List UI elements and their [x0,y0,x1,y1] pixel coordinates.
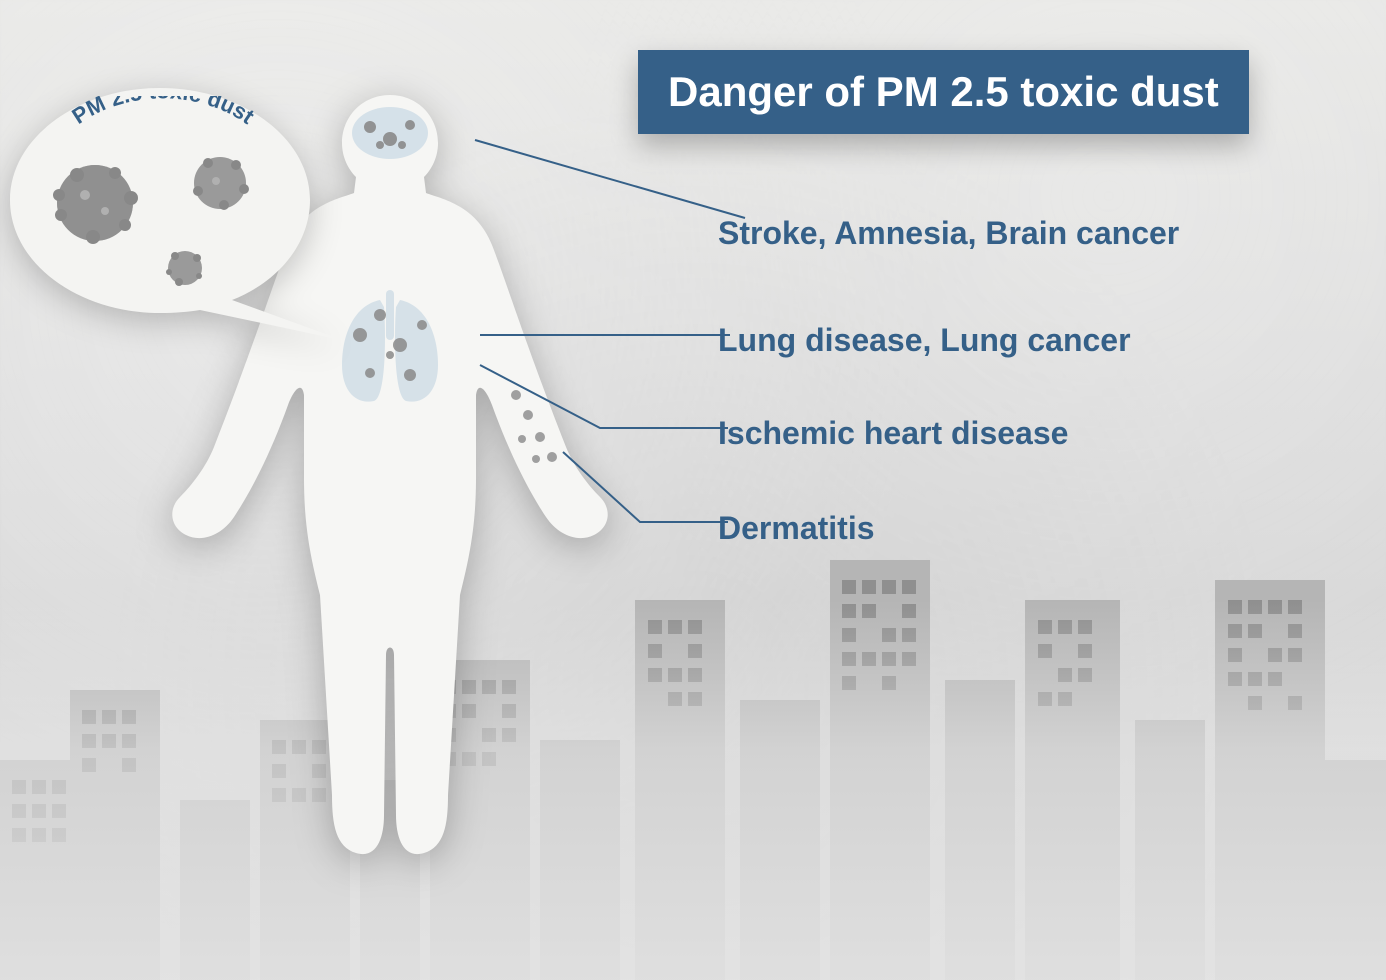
title-text: Danger of PM 2.5 toxic dust [668,68,1219,115]
pm25-bubble-label: PM 2.5 toxic dust [28,96,298,176]
disease-skin: Dermatitis [718,510,875,547]
svg-text:PM 2.5 toxic dust: PM 2.5 toxic dust [68,96,260,129]
disease-heart: Ischemic heart disease [718,415,1068,452]
disease-lung: Lung disease, Lung cancer [718,322,1131,359]
title-banner: Danger of PM 2.5 toxic dust [638,50,1249,134]
disease-brain: Stroke, Amnesia, Brain cancer [718,215,1179,252]
